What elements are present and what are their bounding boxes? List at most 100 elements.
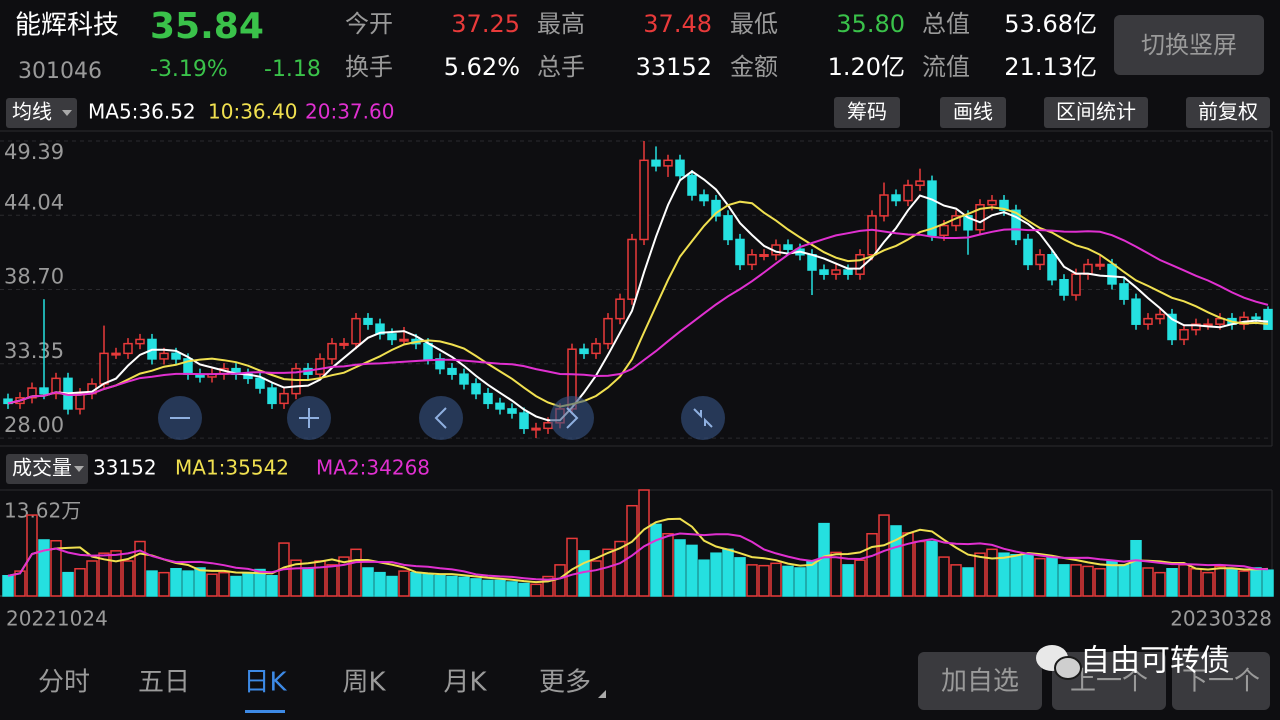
candle-body [471, 383, 481, 395]
ma5-label: MA5:36.52 [88, 100, 196, 124]
price: 35.84 [150, 6, 264, 47]
volume-bar [50, 539, 62, 597]
volume-bar [782, 565, 794, 597]
volume-bar [374, 571, 386, 597]
candle-body [819, 269, 829, 275]
candle-body [879, 194, 889, 217]
action-button[interactable] [918, 652, 1042, 710]
volume-bar [590, 560, 602, 597]
volume-bar [14, 570, 26, 597]
change-pct: -3.19% [150, 57, 228, 82]
volume-bar [446, 575, 458, 597]
y-tick-label: 33.35 [4, 339, 64, 363]
volume-bar [110, 550, 122, 597]
stat-label: 最低 [730, 10, 778, 38]
volume-bar [1070, 564, 1082, 597]
candle-body [51, 377, 61, 395]
volume-bar [842, 564, 854, 597]
tool-button[interactable] [1186, 97, 1270, 128]
volume-bar [1022, 554, 1034, 597]
candle-body [747, 254, 757, 266]
volume-bar [494, 579, 506, 597]
stat-value: 5.62% [444, 53, 520, 81]
scroll-right-button[interactable] [550, 396, 594, 440]
candle-body [723, 215, 733, 241]
x-start: 20221024 [6, 607, 108, 631]
tool-button[interactable] [1044, 97, 1148, 128]
tab-underline [245, 710, 285, 713]
candle-body [339, 342, 349, 346]
volume-bar [1166, 568, 1178, 597]
ma-menu[interactable] [6, 98, 77, 128]
volume-bar [770, 562, 782, 597]
dropdown-arrow [74, 466, 84, 472]
watermark-text: 自由可转债 [1080, 644, 1230, 679]
stock-code: 301046 [18, 59, 102, 84]
volume-bar [854, 559, 866, 597]
tool-button[interactable] [940, 97, 1006, 128]
candle-body [375, 323, 385, 335]
volume-bar [290, 559, 302, 597]
action-label: 上一个 [1070, 667, 1148, 697]
volume-bar [806, 560, 818, 597]
candle-body [531, 427, 541, 431]
candle-body [459, 373, 469, 385]
volume-bar [662, 532, 674, 597]
tab[interactable]: 更多 [539, 668, 591, 698]
stat-value: 37.25 [451, 10, 520, 38]
volume-bar [710, 552, 722, 597]
tab[interactable]: 日K [243, 668, 287, 698]
scroll-left-button[interactable] [419, 396, 463, 440]
stat-label: 最高 [537, 10, 585, 38]
volume-bar [938, 556, 950, 597]
ma-line [7, 170, 1269, 422]
candle-body [891, 194, 901, 202]
candle-body [399, 338, 409, 342]
stat-value: 33152 [636, 53, 712, 81]
volume-chart: 13.62万 [0, 489, 1274, 597]
volume-bar [530, 583, 542, 597]
volume-bar [506, 581, 518, 597]
candle-body [975, 204, 985, 231]
candle-body [351, 317, 361, 345]
candle-body [1071, 273, 1081, 296]
tab[interactable]: 周K [342, 668, 386, 698]
candle-body [855, 254, 865, 275]
tab[interactable]: 月K [443, 668, 487, 698]
volume-bar [926, 540, 938, 597]
y-tick-label: 49.39 [4, 140, 64, 164]
volume-bar [302, 567, 314, 597]
tab[interactable]: 五日 [138, 668, 190, 698]
stat-value: 21.13亿 [1004, 53, 1097, 81]
volume-bar [38, 539, 50, 597]
volume-menu[interactable] [6, 454, 88, 484]
candle-body [483, 392, 493, 405]
volume-bar [698, 559, 710, 597]
ma-line [7, 228, 1269, 405]
volume-bar [1118, 564, 1130, 597]
volume-bar [158, 571, 170, 597]
action-label: 下一个 [1182, 667, 1260, 697]
stat-label: 换手 [345, 53, 393, 81]
candle-body [123, 342, 133, 355]
candle-body [615, 298, 625, 320]
ma20-label: 20:37.60 [305, 100, 394, 124]
candle-body [1047, 254, 1057, 281]
candle-body [1167, 313, 1177, 341]
tool-button[interactable] [834, 97, 900, 128]
dropdown-arrow [62, 110, 72, 116]
candle-body [423, 342, 433, 360]
candle-body [1059, 279, 1069, 296]
candle-body [687, 174, 697, 196]
candle-body [939, 224, 949, 237]
stat-value: 37.48 [643, 10, 712, 38]
stock-name: 能辉科技 [15, 11, 119, 41]
action-button[interactable] [1172, 652, 1270, 710]
orientation-label: 切换竖屏 [1141, 31, 1237, 59]
volume-ma1: MA1:35542 [175, 456, 289, 480]
orientation-button[interactable] [1114, 15, 1264, 75]
tab[interactable]: 分时 [38, 668, 90, 698]
volume-bar [98, 552, 110, 597]
shrink-button[interactable] [681, 396, 725, 440]
